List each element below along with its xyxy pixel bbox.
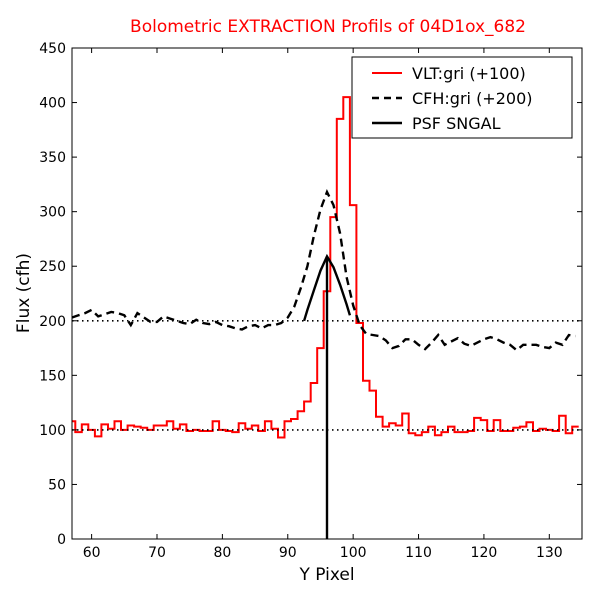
y-tick-label: 300 xyxy=(39,205,66,221)
x-tick-label: 110 xyxy=(405,545,432,561)
y-tick-label: 100 xyxy=(39,423,66,439)
x-tick-label: 70 xyxy=(148,545,166,561)
y-tick-label: 450 xyxy=(39,41,66,57)
series-line-0 xyxy=(72,96,579,439)
legend-entry-label: CFH:gri (+200) xyxy=(412,89,533,108)
x-tick-label: 130 xyxy=(536,545,563,561)
chart-title: Bolometric EXTRACTION Profils of 04D1ox_… xyxy=(130,17,526,37)
reference-lines xyxy=(72,319,582,431)
y-axis-label: Flux (cfh) xyxy=(14,253,34,333)
y-tick-label: 350 xyxy=(39,150,66,166)
series-line-2 xyxy=(302,253,352,322)
y-tick-label: 250 xyxy=(39,259,66,275)
legend-entry-label: VLT:gri (+100) xyxy=(412,64,526,83)
y-tick-label: 200 xyxy=(39,314,66,330)
x-tick-label: 60 xyxy=(83,545,101,561)
legend-entry-label: PSF SNGAL xyxy=(412,114,501,133)
ticks-layer: 60 70 80 90 100 110 120 130 0 50 100 150 200 250 300 35… xyxy=(39,41,582,561)
y-tick-label: 0 xyxy=(57,532,66,548)
x-tick-label: 100 xyxy=(340,545,367,561)
x-axis-label: Y Pixel xyxy=(298,565,354,585)
y-tick-label: 150 xyxy=(39,368,66,384)
y-tick-label: 400 xyxy=(39,96,66,112)
y-tick-label: 50 xyxy=(48,477,66,493)
series-layer xyxy=(72,96,579,539)
x-tick-label: 80 xyxy=(213,545,231,561)
x-tick-label: 120 xyxy=(471,545,498,561)
series-line-1 xyxy=(72,188,576,352)
legend: VLT:gri (+100) CFH:gri (+200) PSF SNGAL xyxy=(351,56,573,139)
plot-frame xyxy=(71,47,583,540)
x-tick-label: 90 xyxy=(279,545,297,561)
